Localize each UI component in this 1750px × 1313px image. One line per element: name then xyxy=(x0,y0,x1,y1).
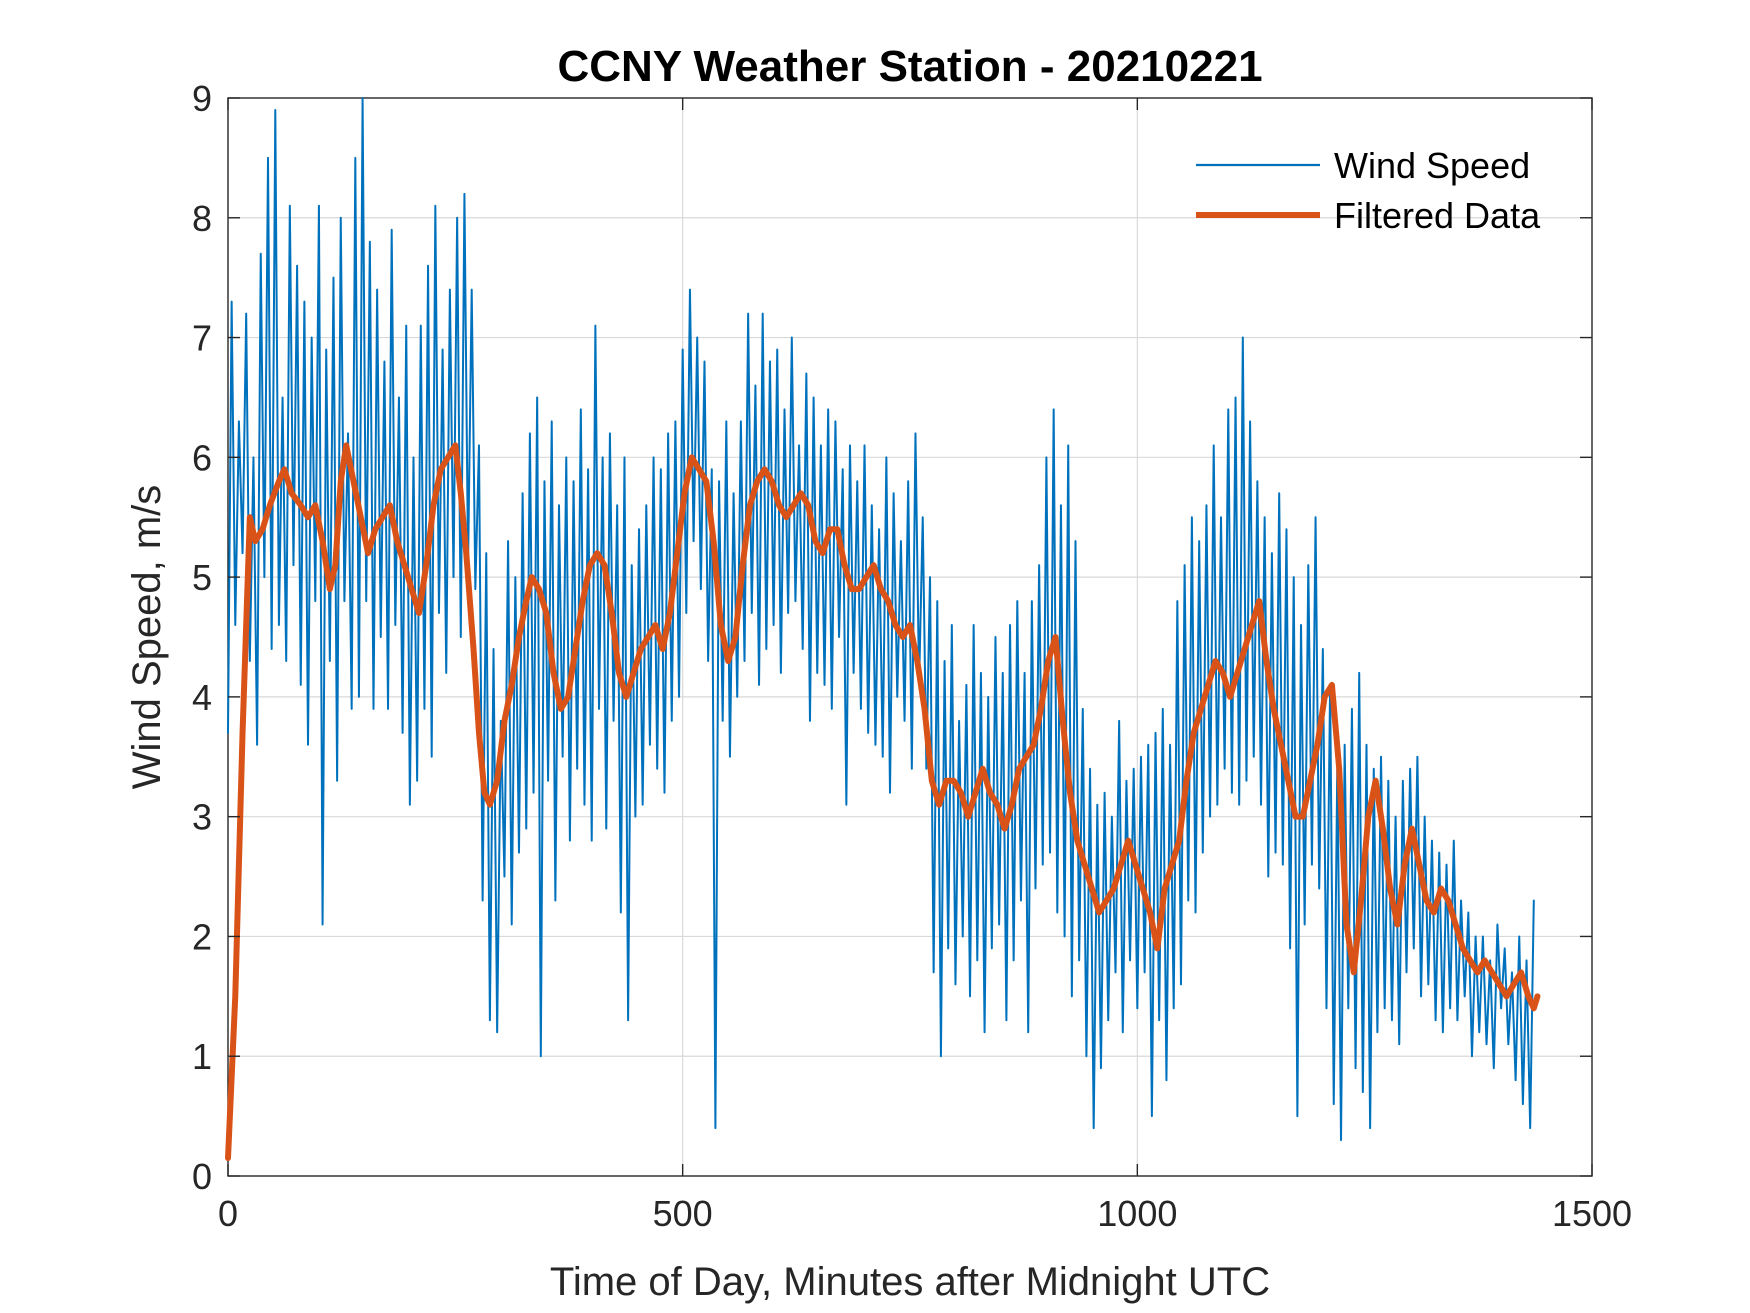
y-tick-label: 9 xyxy=(192,78,212,119)
x-tick-label: 1500 xyxy=(1552,1193,1632,1234)
legend-label-wind-speed: Wind Speed xyxy=(1334,145,1530,186)
y-tick-label: 2 xyxy=(192,916,212,957)
legend-label-filtered-data: Filtered Data xyxy=(1334,195,1541,236)
y-tick-label: 1 xyxy=(192,1036,212,1077)
chart-title: CCNY Weather Station - 20210221 xyxy=(557,42,1262,91)
y-tick-label: 7 xyxy=(192,318,212,359)
y-tick-label: 3 xyxy=(192,797,212,838)
y-axis-label: Wind Speed, m/s xyxy=(125,485,169,790)
x-axis-label: Time of Day, Minutes after Midnight UTC xyxy=(550,1260,1270,1304)
y-tick-label: 5 xyxy=(192,557,212,598)
series-layer xyxy=(225,97,1541,1162)
legend: Wind Speed Filtered Data xyxy=(1196,145,1541,236)
y-tick-label: 4 xyxy=(192,677,212,718)
series-wind-speed-line xyxy=(227,97,1535,1142)
x-tick-label: 1000 xyxy=(1097,1193,1177,1234)
series-filtered-data-line xyxy=(225,442,1541,1162)
y-tick-label: 0 xyxy=(192,1156,212,1197)
x-tick-label: 500 xyxy=(653,1193,713,1234)
axes-layer xyxy=(227,97,1593,1177)
y-tick-label: 8 xyxy=(192,198,212,239)
x-tick-label: 0 xyxy=(218,1193,238,1234)
y-tick-label: 6 xyxy=(192,437,212,478)
tick-labels-layer: 0 500 1000 1500 0 1 2 3 4 5 6 7 8 9 xyxy=(192,78,1632,1234)
